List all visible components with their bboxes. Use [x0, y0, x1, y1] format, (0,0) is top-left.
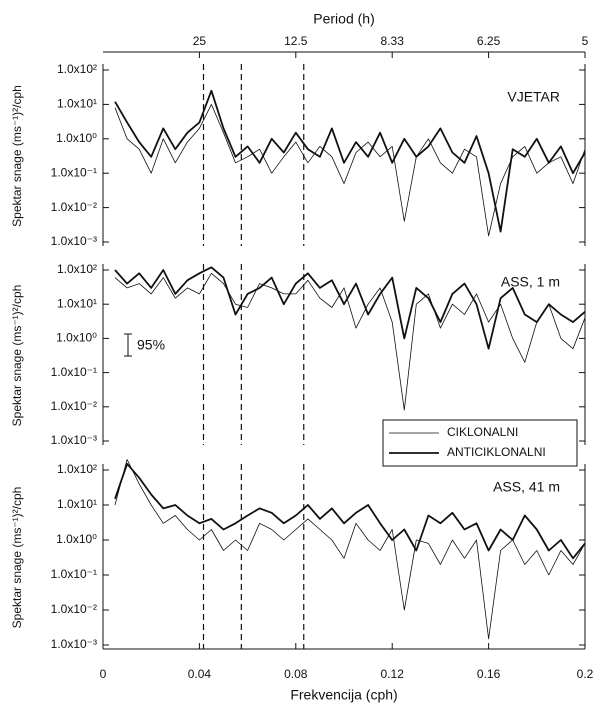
x-tick-label: 0.16 — [477, 667, 501, 681]
y-tick-label: 1.0x10² — [57, 462, 97, 476]
x2-axis-label: Period (h) — [313, 11, 374, 27]
spectrum-line — [114, 104, 586, 237]
confidence-label: 95% — [137, 337, 165, 353]
y-tick-label: 1.0x10² — [57, 262, 97, 276]
y-tick-label: 1.0x10⁻³ — [51, 234, 97, 248]
panel-annotation: VJETAR — [507, 89, 560, 105]
x-tick-label: 0.2 — [577, 667, 594, 681]
legend-box — [382, 419, 578, 467]
x-tick-label: 0.04 — [188, 667, 212, 681]
x2-tick-label: 6.25 — [477, 34, 501, 48]
y-tick-label: 1.0x10⁻² — [51, 602, 97, 616]
x2-tick-label: 25 — [193, 34, 207, 48]
x2-tick-label: 5 — [582, 34, 589, 48]
x-tick-label: 0.12 — [381, 667, 405, 681]
y-tick-label: 1.0x10⁻¹ — [51, 165, 97, 179]
y-axis-label: Spektar snage (ms⁻¹)²/cph — [10, 85, 24, 227]
y-tick-label: 1.0x10⁰ — [56, 131, 97, 145]
spectrum-line — [114, 462, 586, 560]
x2-tick-label: 8.33 — [381, 34, 405, 48]
spectrum-line — [114, 266, 586, 350]
y-tick-label: 1.0x10² — [57, 62, 97, 76]
y-tick-label: 1.0x10¹ — [57, 296, 97, 310]
y-axis-label: Spektar snage (ms⁻¹)²/cph — [10, 285, 24, 427]
panel-annotation: ASS, 1 m — [501, 274, 560, 290]
panel-annotation: ASS, 41 m — [493, 479, 560, 495]
spectrum-line — [114, 272, 586, 411]
y-tick-label: 1.0x10⁰ — [56, 331, 97, 345]
y-tick-label: 1.0x10⁻³ — [51, 433, 97, 447]
y-tick-label: 1.0x10⁻¹ — [51, 567, 97, 581]
y-tick-label: 1.0x10⁻³ — [51, 637, 97, 651]
legend-label: CIKLONALNI — [447, 425, 518, 439]
x-tick-label: 0.08 — [284, 667, 308, 681]
y-tick-label: 1.0x10¹ — [57, 497, 97, 511]
spectrum-line — [114, 89, 586, 233]
x-tick-label: 0 — [100, 667, 107, 681]
legend-label: ANTICIKLONALNI — [447, 445, 546, 459]
y-tick-label: 1.0x10⁻² — [51, 200, 97, 214]
x2-tick-label: 12.5 — [284, 34, 308, 48]
y-tick-label: 1.0x10⁰ — [56, 532, 97, 546]
y-tick-label: 1.0x10¹ — [57, 97, 97, 111]
x-axis-label: Frekvencija (cph) — [290, 687, 397, 703]
y-axis-label: Spektar snage (ms⁻¹)²/cph — [10, 487, 24, 629]
y-tick-label: 1.0x10⁻² — [51, 399, 97, 413]
y-tick-label: 1.0x10⁻¹ — [51, 365, 97, 379]
spectrum-line — [114, 459, 586, 640]
